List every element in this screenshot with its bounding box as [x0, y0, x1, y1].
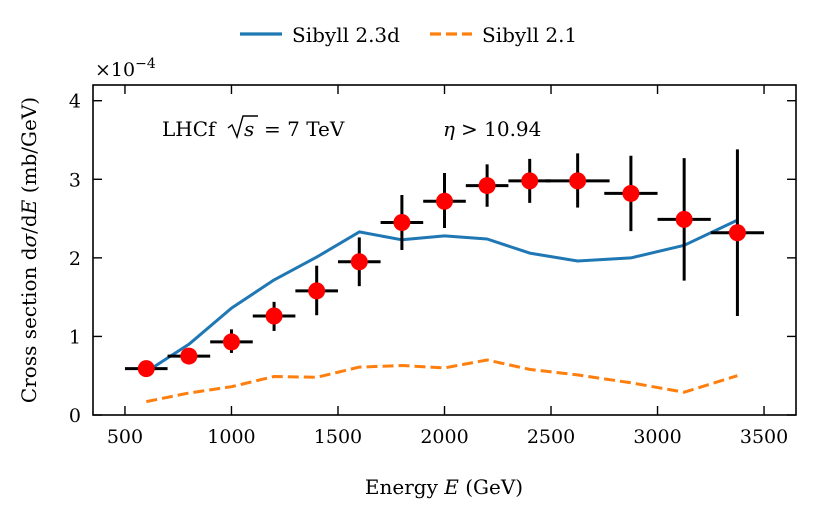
y-axis-label-mid: /d [17, 214, 41, 234]
y-tick-label: 1 [69, 326, 81, 348]
x-tick-label: 2500 [527, 426, 575, 448]
y-tick-label: 0 [69, 405, 81, 427]
annotation-eta-symbol: η [443, 117, 455, 141]
data-point-marker [622, 184, 640, 202]
x-tick-label: 2000 [420, 426, 468, 448]
data-point-marker [436, 192, 453, 210]
y-multiplier: ×10−4 [95, 56, 156, 81]
x-tick-label: 3500 [740, 426, 788, 448]
series-line-sibyll-23d [145, 218, 739, 374]
sqrt-symbol [227, 115, 258, 140]
y-axis-label-pre: Cross section d [17, 247, 41, 403]
data-point-marker [222, 333, 240, 351]
data-point-marker [478, 177, 496, 195]
legend: Sibyll 2.3d Sibyll 2.1 [240, 23, 577, 47]
data-point-marker [265, 307, 283, 325]
y-tick-label: 4 [69, 91, 81, 113]
data-points-layer [124, 149, 765, 378]
y-axis-label: Cross section dσ/dE (mb/GeV) [17, 97, 41, 403]
x-axis-label-post: (GeV) [459, 475, 523, 499]
y-axis-label-sigma: σ [17, 232, 41, 247]
data-point-marker [393, 214, 411, 231]
data-point-marker [137, 360, 155, 378]
series-line-sibyll-21 [146, 358, 738, 404]
y-multiplier-exponent: −4 [135, 56, 156, 72]
y-tick-label: 3 [69, 169, 81, 191]
annotation-lhcf: LHCf s = 7 TeV [162, 115, 345, 141]
data-point-marker [350, 253, 368, 271]
legend-label-sibyll-21: Sibyll 2.1 [482, 23, 577, 47]
legend-label-sibyll-23d: Sibyll 2.3d [292, 23, 400, 47]
annotation-sqrt-variable: s [244, 117, 254, 141]
x-tick-label: 1500 [314, 426, 362, 448]
y-tick-label: 2 [69, 248, 81, 270]
y-axis-ticks: 0 1 2 3 4 [69, 91, 796, 427]
data-point-marker [675, 210, 693, 228]
annotation-energy: = 7 TeV [264, 117, 345, 141]
x-axis-label-var: E [443, 475, 459, 499]
annotation-eta-cut: > 10.94 [461, 117, 541, 141]
y-multiplier-base: ×10 [95, 59, 135, 81]
y-axis-label-var: E [17, 199, 41, 215]
x-tick-label: 1000 [207, 426, 255, 448]
x-tick-label: 3000 [633, 426, 681, 448]
x-tick-label: 500 [107, 426, 143, 448]
data-point-marker [569, 172, 587, 190]
y-axis-label-post: (mb/GeV) [17, 97, 41, 200]
x-axis-label: Energy E (GeV) [365, 475, 523, 499]
annotation-experiment: LHCf [162, 117, 217, 141]
data-point-marker [521, 172, 539, 190]
data-point-marker [728, 224, 746, 242]
data-point-marker [308, 282, 326, 300]
x-axis-ticks: 500 1000 1500 2000 2500 3000 3500 [107, 85, 788, 448]
data-point-marker [180, 347, 198, 365]
series-layer [145, 218, 739, 404]
x-axis-label-pre: Energy [365, 475, 444, 499]
annotation-eta: η > 10.94 [443, 117, 541, 141]
